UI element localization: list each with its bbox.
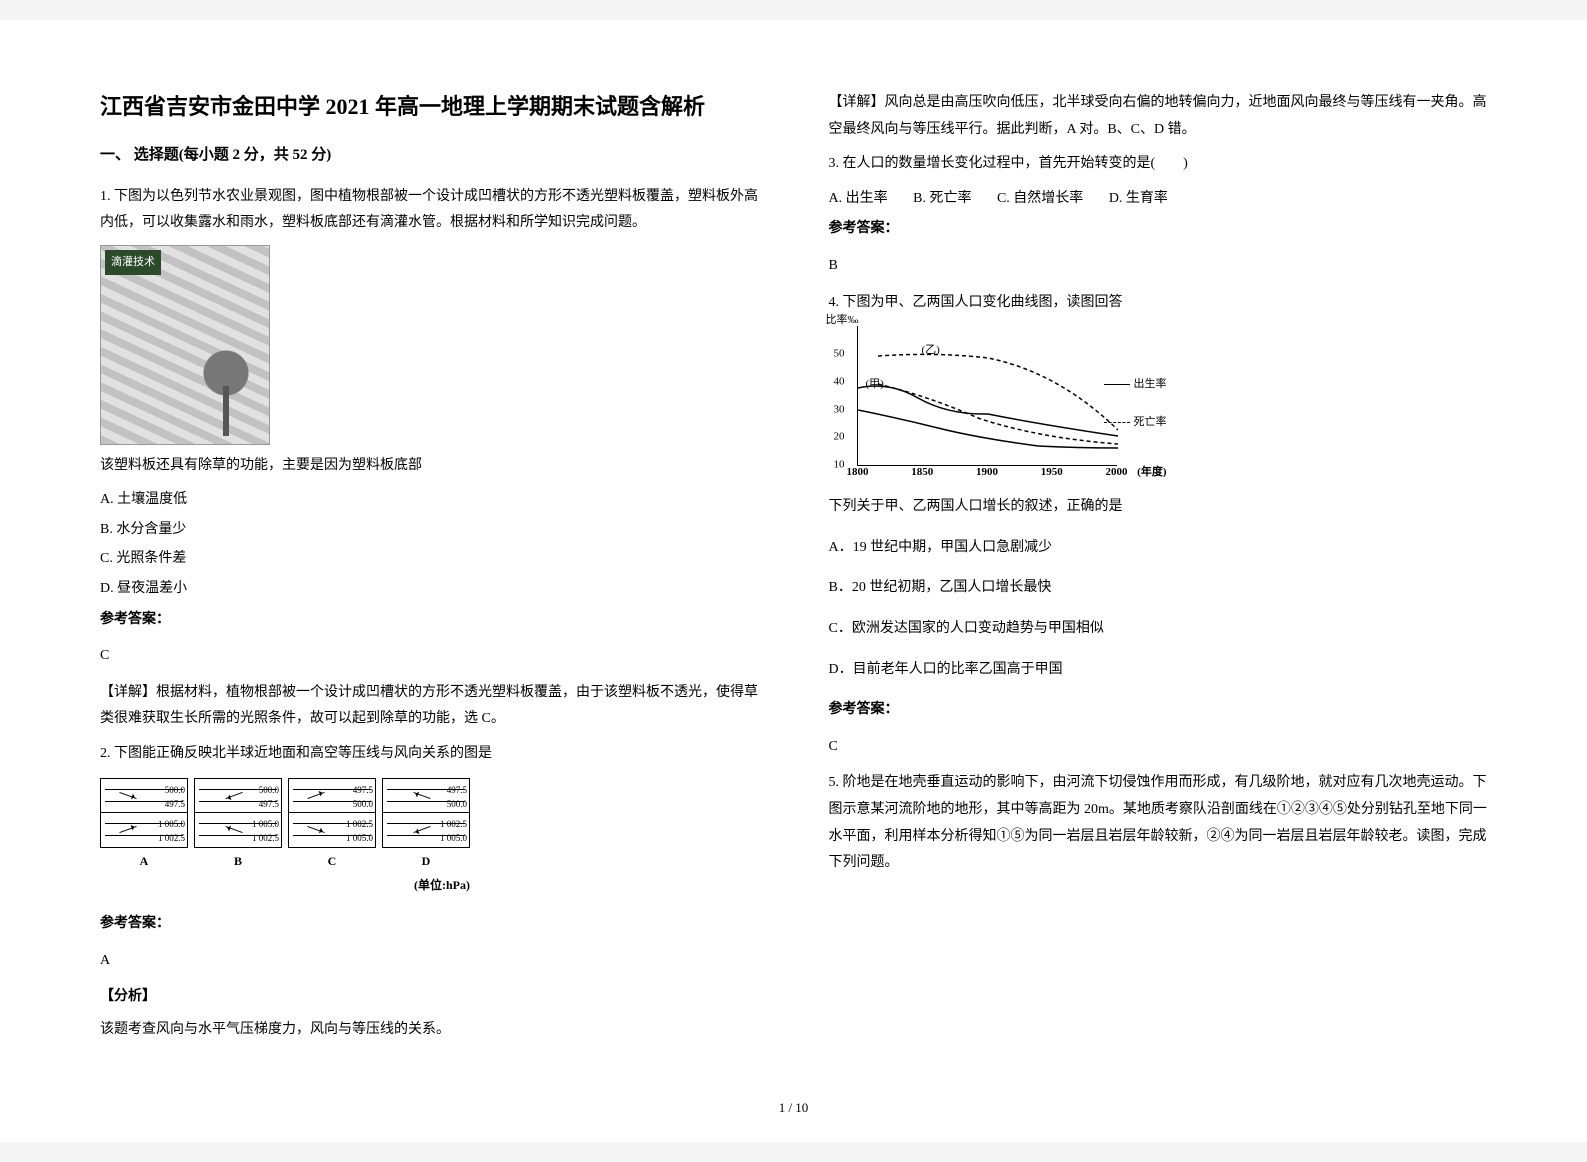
section-heading: 一、 选择题(每小题 2 分，共 52 分): [100, 141, 769, 170]
iso-label-a: A: [100, 850, 188, 873]
iso-unit: (单位:hPa): [100, 874, 470, 897]
q1-sub: 该塑料板还具有除草的功能，主要是因为塑料板底部: [100, 453, 769, 480]
iso-cell-b: 500.0 497.5 1 005.0 1 002.5: [194, 778, 282, 848]
q4-ans: C: [829, 734, 1498, 761]
q4-opt-a: A．19 世纪中期，甲国人口急剧减少: [829, 535, 1498, 562]
exam-title: 江西省吉安市金田中学 2021 年高一地理上学期期末试题含解析: [100, 90, 769, 123]
iso-label-b: B: [194, 850, 282, 873]
image-tree: [201, 346, 251, 436]
q3-opt-b: B. 死亡率: [913, 186, 971, 213]
q4-opt-d: D．目前老年人口的比率乙国高于甲国: [829, 657, 1498, 684]
iso-top: 500.0 497.5: [101, 779, 187, 813]
q1-ans-label: 参考答案：: [100, 607, 769, 634]
x-axis-label: (年度): [1137, 462, 1166, 483]
q3-stem: 3. 在人口的数量增长变化过程中，首先开始转变的是( ): [829, 151, 1498, 178]
q5-stem: 5. 阶地是在地壳垂直运动的影响下，由河流下切侵蚀作用而形成，有几级阶地，就对应…: [829, 770, 1498, 876]
q1-opt-c: C. 光照条件差: [100, 546, 769, 573]
right-column: 【详解】风向总是由高压吹向低压，北半球受向右偏的地转偏向力，近地面风向最终与等压…: [829, 90, 1498, 1102]
iso-labels: A B C D: [100, 850, 769, 873]
iso-cell-d: 497.5 500.0 1 002.5 1 005.0: [382, 778, 470, 848]
q2-ans: A: [100, 948, 769, 975]
legend-line-dashed: [1104, 422, 1130, 423]
page-number: 1 / 10: [779, 1100, 809, 1116]
label-jia: (甲): [866, 374, 884, 395]
q3-opt-d: D. 生育率: [1109, 186, 1168, 213]
q1-opt-d: D. 昼夜温差小: [100, 576, 769, 603]
left-column: 江西省吉安市金田中学 2021 年高一地理上学期期末试题含解析 一、 选择题(每…: [100, 90, 769, 1102]
q1-opt-b: B. 水分含量少: [100, 517, 769, 544]
chart-svg: [858, 326, 1118, 466]
iso-bot: 1 005.0 1 002.5: [101, 813, 187, 847]
q1-stem: 1. 下图为以色列节水农业景观图，图中植物根部被一个设计成凹槽状的方形不透光塑料…: [100, 184, 769, 237]
chart-area: 比率‰ 10 20 30 40 50 1800 1850 1900 1950 2…: [857, 326, 1117, 466]
q3-opt-a: A. 出生率: [829, 186, 888, 213]
label-yi: (乙): [922, 340, 940, 361]
legend-birth: 出生率: [1104, 374, 1167, 395]
legend-death: 死亡率: [1104, 412, 1167, 433]
q3-ans: B: [829, 253, 1498, 280]
q2-analysis-label: 【分析】: [100, 984, 769, 1011]
q4-opt-c: C．欧洲发达国家的人口变动趋势与甲国相似: [829, 616, 1498, 643]
q1-opt-a: A. 土壤温度低: [100, 487, 769, 514]
q1-ans: C: [100, 643, 769, 670]
q3-ans-label: 参考答案：: [829, 216, 1498, 243]
q4-opt-b: B．20 世纪初期，乙国人口增长最快: [829, 575, 1498, 602]
q4-sub: 下列关于甲、乙两国人口增长的叙述，正确的是: [829, 494, 1498, 521]
legend-line-solid: [1104, 384, 1130, 385]
q2-analysis: 该题考查风向与水平气压梯度力，风向与等压线的关系。: [100, 1017, 769, 1044]
q2-explain: 【详解】风向总是由高压吹向低压，北半球受向右偏的地转偏向力，近地面风向最终与等压…: [829, 90, 1498, 143]
q4-stem: 4. 下图为甲、乙两国人口变化曲线图，读图回答: [829, 290, 1498, 317]
q2-stem: 2. 下图能正确反映北半球近地面和高空等压线与风向关系的图是: [100, 741, 769, 768]
q1-image: 滴灌技术: [100, 245, 270, 445]
exam-page: 江西省吉安市金田中学 2021 年高一地理上学期期末试题含解析 一、 选择题(每…: [0, 20, 1587, 1142]
image-tag: 滴灌技术: [105, 250, 161, 275]
y-axis-label: 比率‰: [826, 310, 859, 331]
q2-ans-label: 参考答案：: [100, 911, 769, 938]
q4-chart: 比率‰ 10 20 30 40 50 1800 1850 1900 1950 2…: [829, 326, 1129, 466]
q4-ans-label: 参考答案：: [829, 697, 1498, 724]
iso-label-c: C: [288, 850, 376, 873]
iso-cell-c: 497.5 500.0 1 002.5 1 005.0: [288, 778, 376, 848]
q3-opt-c: C. 自然增长率: [997, 186, 1083, 213]
q2-diagram: 500.0 497.5 1 005.0 1 002.5 500.0 497.5: [100, 778, 769, 848]
q3-opts: A. 出生率 B. 死亡率 C. 自然增长率 D. 生育率: [829, 186, 1498, 213]
iso-cell-a: 500.0 497.5 1 005.0 1 002.5: [100, 778, 188, 848]
q1-explain: 【详解】根据材料，植物根部被一个设计成凹槽状的方形不透光塑料板覆盖，由于该塑料板…: [100, 680, 769, 733]
iso-label-d: D: [382, 850, 470, 873]
